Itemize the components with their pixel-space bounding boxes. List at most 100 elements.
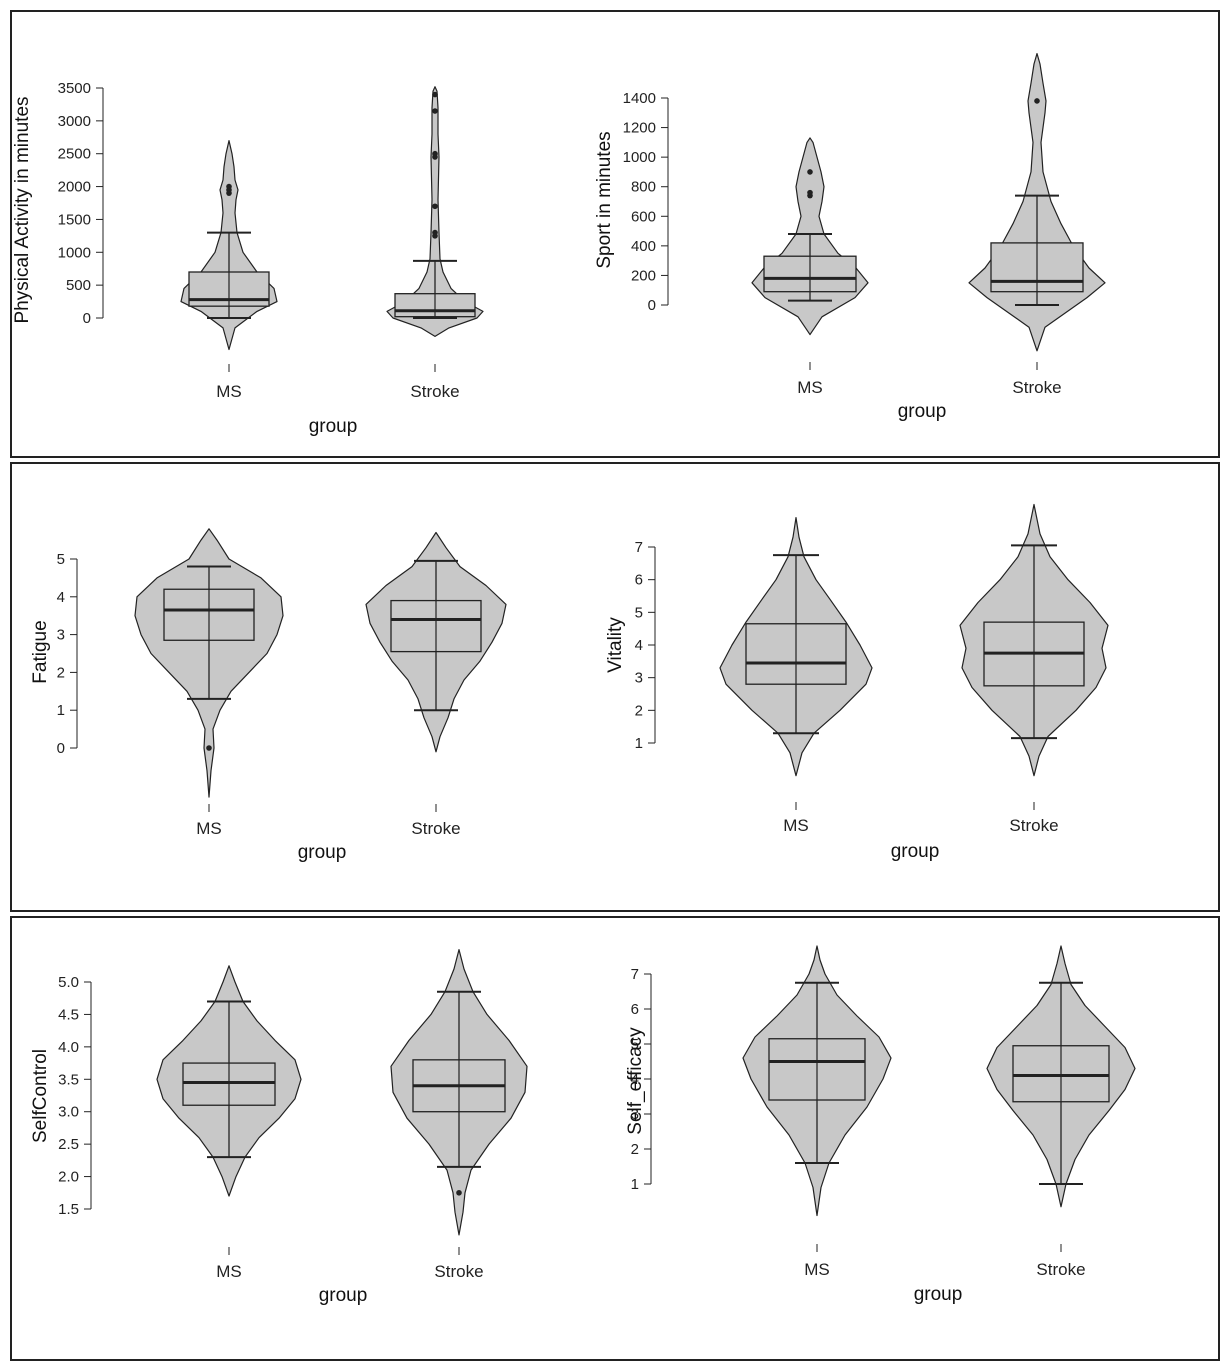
y-tick-label: 2.5	[58, 1136, 79, 1153]
y-tick-label: 6	[631, 1001, 639, 1018]
x-tick-label: Stroke	[411, 819, 460, 838]
y-tick-label: 2.0	[58, 1169, 79, 1186]
panel-frame-2	[10, 462, 1220, 912]
y-tick-label: 200	[631, 267, 656, 284]
y-tick-label: 1000	[58, 244, 91, 261]
y-tick-label: 0	[57, 740, 65, 757]
y-axis-title: Self_efficacy	[625, 1027, 646, 1135]
y-tick-label: 1	[631, 1176, 639, 1193]
violin-panel-1: 0 500 1000 1500 2000 2500 3000 3500 Physical Act…	[12, 80, 484, 437]
outlier-point	[807, 169, 813, 175]
violin-group-stroke: Stroke	[968, 52, 1106, 397]
y-tick-label: 1200	[623, 120, 656, 137]
y-tick-label: 2000	[58, 179, 91, 196]
outlier-point	[1034, 98, 1040, 104]
violin-group-ms: MS	[156, 965, 302, 1281]
y-tick-label: 7	[631, 966, 639, 983]
y-tick-label: 600	[631, 208, 656, 225]
violin-shape	[386, 86, 484, 337]
y-tick-label: 6	[635, 572, 643, 589]
y-tick-label: 2	[631, 1141, 639, 1158]
violin-group-ms: MS	[719, 516, 873, 835]
violin-group-stroke: Stroke	[386, 86, 484, 401]
x-tick-label: MS	[216, 382, 242, 401]
x-axis-title: group	[891, 841, 940, 862]
x-tick-label: MS	[216, 1262, 242, 1281]
x-tick-label: MS	[196, 819, 222, 838]
x-tick-label: Stroke	[1009, 816, 1058, 835]
y-axis-title: Fatigue	[30, 620, 51, 683]
y-tick-label: 3.5	[58, 1071, 79, 1088]
y-tick-label: 1.5	[58, 1201, 79, 1218]
y-tick-label: 1	[635, 735, 643, 752]
violin-group-ms: MS	[134, 528, 284, 838]
y-tick-label: 500	[66, 277, 91, 294]
y-tick-label: 5	[635, 604, 643, 621]
y-tick-label: 5.0	[58, 974, 79, 991]
y-tick-label: 3000	[58, 113, 91, 130]
panel-frame-3	[10, 916, 1220, 1361]
y-tick-label: 1400	[623, 90, 656, 107]
outlier-point	[226, 183, 232, 190]
x-axis-title: group	[309, 416, 358, 437]
y-tick-label: 3	[57, 627, 65, 644]
y-tick-label: 4	[635, 637, 643, 654]
x-axis-title: group	[298, 842, 347, 863]
violin-group-stroke: Stroke	[365, 531, 507, 838]
outlier-point	[432, 203, 438, 210]
outlier-point	[432, 229, 438, 236]
y-tick-label: 400	[631, 238, 656, 255]
y-axis-title: Sport in minutes	[594, 131, 615, 268]
y-tick-label: 5	[631, 1036, 639, 1053]
x-axis-title: group	[914, 1284, 963, 1305]
violin-panel-5: 1.5 2.0 2.5 3.0 3.5 4.0 4.5 5.0 SelfControl group…	[30, 948, 528, 1306]
y-tick-label: 800	[631, 179, 656, 196]
y-tick-label: 4	[631, 1071, 639, 1088]
y-tick-label: 2500	[58, 146, 91, 163]
outlier-point	[456, 1189, 462, 1196]
x-tick-label: MS	[783, 816, 809, 835]
y-axis-title: SelfControl	[30, 1049, 51, 1143]
outlier-point	[206, 745, 212, 751]
x-axis-title: group	[898, 401, 947, 422]
x-tick-label: Stroke	[434, 1262, 483, 1281]
y-axis-title: Physical Activity in minutes	[12, 96, 33, 323]
x-tick-label: MS	[797, 378, 823, 397]
y-tick-label: 1500	[58, 211, 91, 228]
y-tick-label: 3500	[58, 80, 91, 97]
y-tick-label: 1000	[623, 149, 656, 166]
outlier-point	[432, 91, 438, 98]
violin-panel-3: 0 1 2 3 4 5 Fatigue group MS Stroke	[30, 528, 507, 863]
x-tick-label: Stroke	[1012, 378, 1061, 397]
violin-panel-4: 1 2 3 4 5 6 7 Vitality group MS Stroke	[605, 503, 1109, 862]
violin-panel-2: 0 200 400 600 800 1000 1200 1400 Sport in minute…	[594, 52, 1106, 422]
violin-group-ms: MS	[751, 137, 869, 397]
outlier-point	[432, 108, 438, 114]
x-axis-title: group	[319, 1285, 368, 1306]
violin-group-stroke: Stroke	[959, 503, 1109, 835]
y-tick-label: 4.0	[58, 1039, 79, 1056]
violin-group-ms: MS	[180, 140, 278, 401]
violin-group-stroke: Stroke	[390, 948, 528, 1281]
violin-group-ms: MS	[742, 945, 892, 1279]
y-tick-label: 1	[57, 702, 65, 719]
y-tick-label: 3	[631, 1106, 639, 1123]
y-tick-label: 2	[57, 664, 65, 681]
y-tick-label: 4	[57, 589, 65, 606]
y-tick-label: 0	[648, 297, 656, 314]
y-axis-title: Vitality	[605, 617, 626, 673]
outlier-point	[432, 150, 438, 157]
y-tick-label: 0	[83, 310, 91, 327]
y-tick-label: 5	[57, 551, 65, 568]
outlier-point	[807, 189, 813, 196]
y-tick-label: 7	[635, 539, 643, 556]
x-tick-label: Stroke	[410, 382, 459, 401]
violin-group-stroke: Stroke	[986, 945, 1136, 1279]
y-tick-label: 2	[635, 702, 643, 719]
x-tick-label: Stroke	[1036, 1260, 1085, 1279]
y-tick-label: 3.0	[58, 1104, 79, 1121]
y-tick-label: 4.5	[58, 1006, 79, 1023]
x-tick-label: MS	[804, 1260, 830, 1279]
